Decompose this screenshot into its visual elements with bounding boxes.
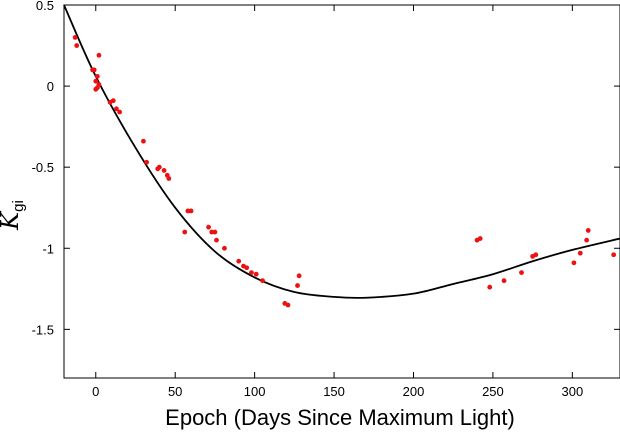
data-point [188, 208, 194, 214]
data-point [295, 283, 300, 288]
y-axis-title-sub: gi [10, 200, 27, 212]
data-point [487, 284, 493, 290]
data-point [96, 82, 102, 87]
data-point [253, 271, 259, 277]
fit-curve-layer [63, 4, 620, 299]
data-point [144, 159, 150, 165]
data-point [114, 106, 119, 112]
data-point [91, 67, 97, 73]
data-point [244, 265, 250, 271]
data-point [249, 270, 254, 275]
data-point [285, 302, 291, 308]
y-axis-title: Kgi [0, 200, 27, 231]
x-axis-title: Epoch (Days Since Maximum Light) [165, 405, 515, 430]
y-tick-label: 0 [47, 79, 54, 94]
data-point [161, 168, 167, 173]
data-point [182, 229, 188, 235]
data-points-layer [72, 35, 617, 308]
x-tick-label: 200 [403, 384, 425, 399]
data-point [117, 109, 122, 115]
data-point [501, 278, 507, 284]
fit-curve-line [63, 4, 620, 299]
data-point [212, 229, 218, 235]
data-point [611, 252, 617, 258]
x-tick-label: 100 [244, 384, 266, 399]
x-tick-label: 150 [323, 384, 345, 399]
data-point [533, 252, 539, 258]
data-point [156, 164, 162, 170]
y-tick-label: -1.5 [32, 322, 54, 337]
y-tick-label: -0.5 [32, 160, 54, 175]
axis-ticks: 0 50 100 150 200 250 300 0.5 0 -0.5 -1 -1.5 [32, 0, 620, 399]
data-point [141, 138, 146, 144]
data-point [214, 237, 219, 243]
data-point [260, 278, 265, 284]
x-tick-label: 0 [92, 384, 99, 399]
y-axis-title-main: K [0, 210, 24, 231]
x-tick-label: 300 [561, 384, 583, 399]
data-point [519, 270, 524, 275]
data-point [236, 258, 242, 264]
data-point [94, 73, 100, 79]
y-tick-label: 0.5 [36, 0, 54, 13]
data-point [222, 245, 227, 251]
data-point [585, 228, 591, 233]
data-point [296, 273, 302, 279]
y-tick-label: -1 [42, 241, 54, 256]
data-point [110, 98, 116, 104]
data-point [166, 176, 172, 181]
x-tick-label: 50 [168, 384, 182, 399]
data-point [577, 250, 583, 256]
plot-frame [63, 4, 620, 379]
data-point [72, 35, 78, 40]
data-point [74, 43, 80, 48]
data-point [584, 237, 590, 243]
data-point [206, 224, 211, 230]
data-point [96, 52, 102, 58]
data-point [477, 236, 483, 241]
data-point [571, 260, 577, 266]
x-tick-label: 250 [482, 384, 504, 399]
data-point [93, 78, 99, 84]
